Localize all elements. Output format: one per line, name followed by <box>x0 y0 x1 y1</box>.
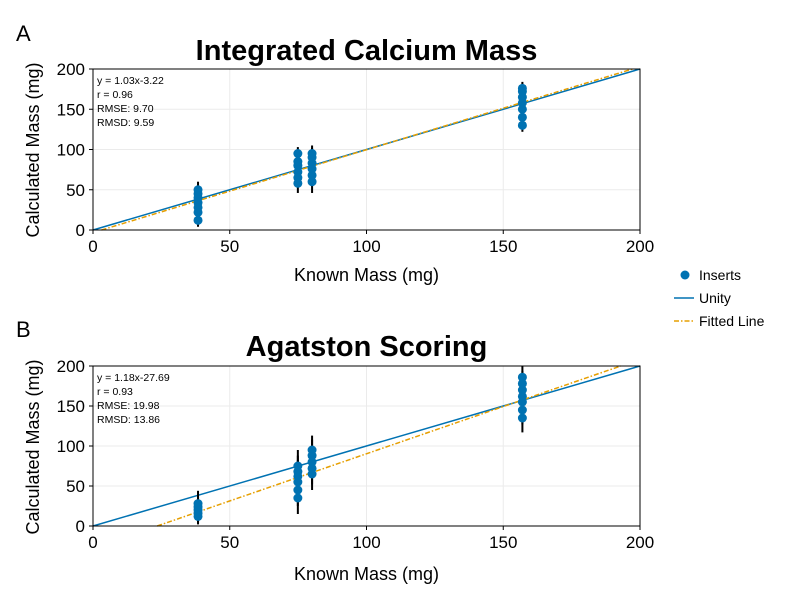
data-point <box>517 112 527 122</box>
data-point <box>193 215 203 225</box>
stats-line-1: y = 1.18x-27.69 <box>97 372 170 384</box>
y-tick-label: 0 <box>76 517 85 536</box>
y-tick-label: 200 <box>57 357 85 376</box>
data-point <box>517 104 527 114</box>
x-tick-label: 200 <box>626 533 654 552</box>
legend-unity-label: Unity <box>699 290 731 306</box>
fitted-line-path <box>156 365 621 527</box>
y-tick-label: 50 <box>66 477 85 496</box>
x-ticks: 0 50 100 150 200 <box>88 230 654 256</box>
unity-line-path <box>92 365 641 527</box>
data-point <box>517 120 527 130</box>
data-point <box>293 157 303 167</box>
data-point <box>517 405 527 415</box>
data-point <box>293 461 303 471</box>
y-tick-label: 50 <box>66 181 85 200</box>
data-point <box>293 167 303 177</box>
fitted-line <box>156 365 621 527</box>
y-tick-label: 150 <box>57 100 85 119</box>
chart-title: Integrated Calcium Mass <box>196 35 538 67</box>
x-tick-label: 200 <box>626 237 654 256</box>
y-tick-label: 150 <box>57 397 85 416</box>
data-point <box>307 457 317 467</box>
stats-line-4: RMSD: 9.59 <box>97 117 154 129</box>
data-point <box>293 149 303 159</box>
legend: Inserts Unity Fitted Line <box>674 267 765 329</box>
y-tick-label: 200 <box>57 60 85 79</box>
data-point <box>193 185 203 195</box>
stats-line-1: y = 1.03x-3.22 <box>97 75 164 87</box>
x-tick-label: 0 <box>88 533 97 552</box>
y-tick-label: 100 <box>57 437 85 456</box>
panel-agatston-scoring: B Agatston Scoring 0 50 100 150 200 0 50 100 15… <box>16 317 654 584</box>
chart-title: Agatston Scoring <box>246 331 488 363</box>
stats-line-4: RMSD: 13.86 <box>97 414 160 426</box>
y-ticks: 0 50 100 150 200 <box>57 60 93 240</box>
stats-line-2: r = 0.93 <box>97 386 133 398</box>
data-point <box>517 83 527 93</box>
data-points <box>193 366 527 525</box>
x-tick-label: 50 <box>220 533 239 552</box>
y-axis-label: Calculated Mass (mg) <box>23 359 43 534</box>
x-tick-label: 0 <box>88 237 97 256</box>
legend-inserts-label: Inserts <box>699 267 741 283</box>
data-point <box>293 485 303 495</box>
y-tick-label: 0 <box>76 221 85 240</box>
data-point <box>307 170 317 180</box>
x-tick-label: 150 <box>489 533 517 552</box>
y-ticks: 0 50 100 150 200 <box>57 357 93 536</box>
fitted-line <box>101 68 633 231</box>
data-point <box>193 499 203 509</box>
data-point <box>517 391 527 401</box>
data-point <box>307 463 317 473</box>
unity-line <box>92 365 641 527</box>
panel-label: B <box>16 317 31 342</box>
x-axis-label: Known Mass (mg) <box>294 564 439 584</box>
data-point <box>293 493 303 503</box>
data-point <box>307 149 317 159</box>
data-point <box>517 372 527 382</box>
y-tick-label: 100 <box>57 141 85 160</box>
stats-line-3: RMSE: 19.98 <box>97 400 160 412</box>
stats-line-2: r = 0.96 <box>97 89 133 101</box>
data-points <box>193 81 527 227</box>
x-tick-label: 100 <box>352 533 380 552</box>
data-point <box>517 413 527 423</box>
fitted-line-path <box>101 68 633 231</box>
data-point <box>307 177 317 187</box>
legend-fitted-label: Fitted Line <box>699 313 765 329</box>
y-axis-label: Calculated Mass (mg) <box>23 62 43 237</box>
panel-integrated-calcium-mass: A Integrated Calcium Mass 0 50 100 150 200 0… <box>16 21 654 285</box>
x-ticks: 0 50 100 150 200 <box>88 526 654 552</box>
x-tick-label: 150 <box>489 237 517 256</box>
x-tick-label: 50 <box>220 237 239 256</box>
stats-line-3: RMSE: 9.70 <box>97 103 154 115</box>
panel-label: A <box>16 21 31 46</box>
x-tick-label: 100 <box>352 237 380 256</box>
legend-inserts-marker <box>680 270 690 280</box>
data-point <box>307 445 317 455</box>
x-axis-label: Known Mass (mg) <box>294 265 439 285</box>
data-point <box>517 385 527 395</box>
data-point <box>517 379 527 389</box>
